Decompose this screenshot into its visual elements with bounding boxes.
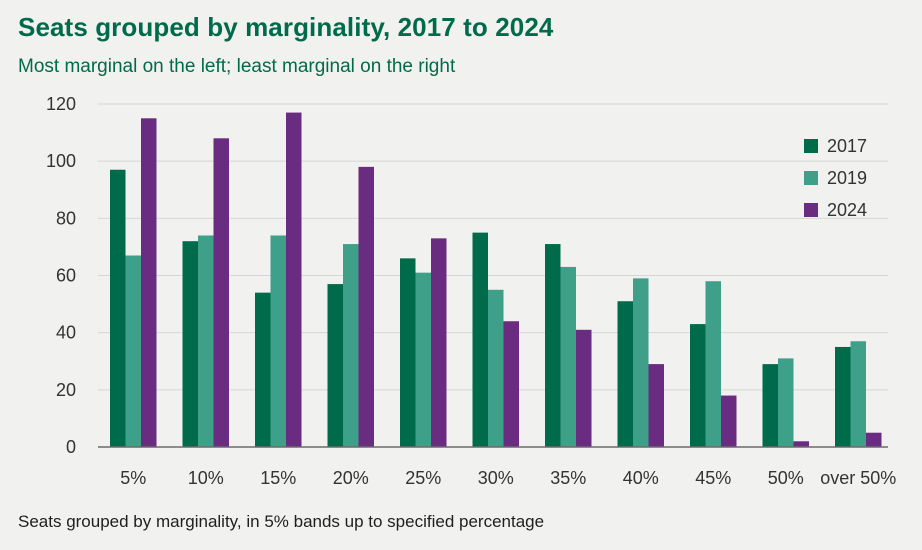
bar-2017 (690, 324, 706, 447)
bar-2017 (110, 169, 126, 447)
y-tick-label: 20 (56, 380, 76, 400)
legend-label-2024: 2024 (827, 199, 868, 220)
bar-2019 (850, 341, 866, 447)
bar-2017 (762, 364, 778, 447)
x-tick-label: 50% (768, 468, 804, 488)
bar-2017 (472, 232, 488, 447)
bar-2024 (141, 118, 157, 448)
legend-label-2017: 2017 (827, 135, 868, 156)
x-tick-label: 40% (623, 468, 659, 488)
bar-2017 (835, 346, 851, 447)
legend-swatch-2017 (804, 139, 818, 153)
bar-2024 (213, 138, 229, 448)
bar-2017 (400, 258, 416, 447)
x-tick-label: 25% (405, 468, 441, 488)
x-tick-label: 30% (478, 468, 514, 488)
legend-swatch-2019 (804, 171, 818, 185)
x-axis-ticks: 5% 10% 15% 20% 25% 30% 35% 40% 45% 50% over 50% (120, 468, 896, 488)
bar-2017 (617, 301, 633, 447)
bar-2024 (866, 432, 882, 447)
bar-2017 (182, 241, 198, 447)
y-tick-label: 60 (56, 266, 76, 286)
bar-2024 (503, 321, 519, 447)
bar-2017 (327, 284, 343, 447)
x-tick-label: 35% (550, 468, 586, 488)
bar-2019 (633, 278, 649, 447)
bar-2019 (198, 235, 214, 447)
x-tick-label: 5% (120, 468, 146, 488)
bar-2019 (705, 281, 721, 447)
chart-footnote: Seats grouped by marginality, in 5% band… (18, 512, 545, 531)
x-tick-label: 45% (695, 468, 731, 488)
x-tick-label: 20% (333, 468, 369, 488)
legend-swatch-2024 (804, 203, 818, 217)
chart-title: Seats grouped by marginality, 2017 to 20… (18, 12, 554, 42)
y-tick-label: 0 (66, 437, 76, 457)
x-tick-label: over 50% (820, 468, 896, 488)
bar-2017 (255, 292, 271, 447)
bar-2024 (648, 364, 664, 447)
y-axis-ticks: 0 20 40 60 80 100 120 (46, 94, 76, 457)
bar-2017 (545, 244, 561, 447)
legend-item-2017: 2017 (804, 130, 867, 162)
bar-2019 (488, 289, 504, 447)
y-tick-label: 100 (46, 151, 76, 171)
y-tick-label: 40 (56, 323, 76, 343)
bar-2019 (270, 235, 286, 447)
legend-item-2024: 2024 (804, 194, 867, 226)
bar-2024 (576, 329, 592, 447)
bar-2019 (125, 255, 141, 447)
bar-2024 (286, 112, 302, 447)
y-tick-label: 120 (46, 94, 76, 114)
bar-2024 (431, 238, 447, 447)
legend-label-2019: 2019 (827, 167, 868, 188)
bar-2024 (721, 395, 737, 447)
bar-2019 (560, 266, 576, 447)
chart-legend: 2017 2019 2024 (804, 130, 867, 226)
chart-subtitle: Most marginal on the left; least margina… (18, 56, 456, 77)
bar-chart: 0 20 40 60 80 100 120 5% 10% 15% 20% 25% 30% 35% 40% 4… (46, 94, 896, 488)
bar-2019 (343, 244, 359, 447)
bar-2019 (415, 272, 431, 447)
bar-2024 (358, 166, 374, 447)
legend-item-2019: 2019 (804, 162, 867, 194)
x-tick-label: 15% (260, 468, 296, 488)
x-tick-label: 10% (188, 468, 224, 488)
bar-2024 (793, 441, 809, 447)
bar-2019 (778, 358, 794, 447)
bars (110, 112, 882, 448)
y-tick-label: 80 (56, 208, 76, 228)
